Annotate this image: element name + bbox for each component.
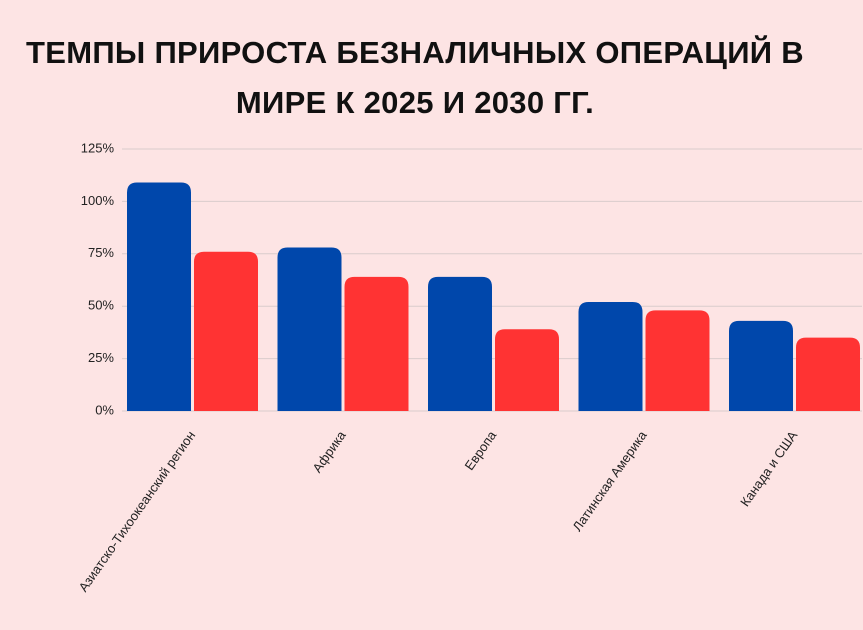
bar [428, 276, 492, 411]
y-tick-label: 25% [88, 350, 114, 365]
bar [495, 329, 559, 411]
x-tick-label: Латинская Америка [569, 427, 650, 534]
y-tick-label: 100% [81, 193, 115, 208]
x-tick-label: Азиатско-Тихоокеанский регион [75, 428, 198, 594]
bar [796, 337, 860, 411]
x-tick-label: Канада и США [737, 428, 800, 509]
chart-title: ТЕМПЫ ПРИРОСТА БЕЗНАЛИЧНЫХ ОПЕРАЦИЙ В МИ… [26, 35, 804, 120]
bar [127, 182, 191, 411]
bar [344, 276, 409, 411]
bar [194, 251, 258, 411]
y-tick-label: 125% [81, 140, 115, 155]
x-tick-label: Африка [309, 427, 349, 475]
y-tick-label: 50% [88, 298, 114, 313]
bar [645, 310, 710, 411]
bar [578, 302, 643, 411]
x-tick-label: Европа [462, 427, 500, 473]
bar [277, 247, 342, 411]
y-tick-label: 75% [88, 245, 114, 260]
y-tick-label: 0% [95, 402, 114, 417]
bar [729, 320, 793, 411]
